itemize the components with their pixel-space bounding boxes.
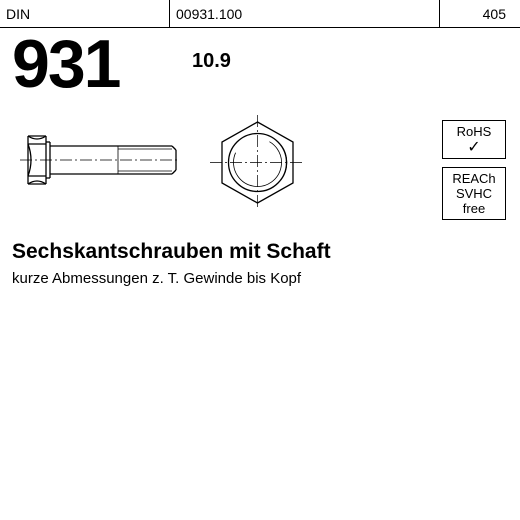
strength-grade: 10.9 [192, 50, 231, 73]
compliance-badges: RoHS ✓ REACh SVHC free [442, 120, 506, 220]
header-variant: 405 [440, 0, 520, 27]
standard-number: 931 [10, 28, 510, 98]
check-icon: ✓ [445, 140, 503, 156]
header-code: 00931.100 [170, 0, 440, 27]
bolt-side-view-icon [20, 130, 180, 200]
reach-line3: free [445, 202, 503, 217]
rohs-badge: RoHS ✓ [442, 120, 506, 159]
bolt-hex-top-icon [210, 115, 305, 210]
technical-drawings [10, 110, 510, 230]
rohs-label: RoHS [445, 125, 503, 140]
product-subtitle: kurze Abmessungen z. T. Gewinde bis Kopf [10, 270, 510, 287]
product-title: Sechskantschrauben mit Schaft [10, 240, 510, 264]
header-row: DIN 00931.100 405 [0, 0, 520, 28]
reach-badge: REACh SVHC free [442, 167, 506, 220]
header-standard: DIN [0, 0, 170, 27]
reach-line2: SVHC [445, 187, 503, 202]
reach-line1: REACh [445, 172, 503, 187]
